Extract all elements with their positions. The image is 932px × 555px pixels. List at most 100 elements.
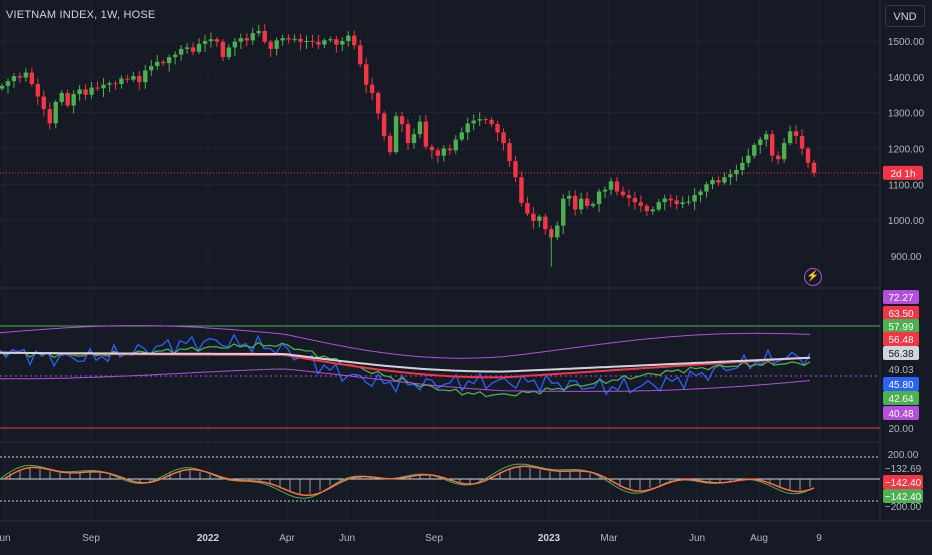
candle-body <box>364 64 369 85</box>
candle-body <box>453 139 458 151</box>
momentum-pane <box>0 456 880 502</box>
candle-body <box>590 204 596 206</box>
oscillator-tick-label: 42.64 <box>888 394 913 405</box>
candle-body <box>268 41 273 49</box>
candle-body <box>531 213 536 221</box>
upper-band-line <box>0 325 811 359</box>
candle-body <box>650 209 655 212</box>
currency-button[interactable]: VND <box>885 5 925 27</box>
oscillator-value-badge <box>883 391 919 405</box>
candle-body <box>411 134 417 144</box>
time-tick-label: 9 <box>816 533 822 544</box>
candle-body <box>47 109 52 124</box>
candle-body <box>811 162 817 173</box>
candle-body <box>0 85 5 89</box>
candle-body <box>322 40 327 45</box>
lightning-icon[interactable]: ⚡ <box>804 268 822 286</box>
candle-body <box>131 76 136 80</box>
time-tick-label: 2022 <box>197 533 220 544</box>
candle-body <box>256 30 261 34</box>
time-tick-label: 2023 <box>538 533 561 544</box>
time-tick-label: Aug <box>750 533 768 544</box>
candle-body <box>662 198 667 203</box>
oscillator-tick-label: 72.27 <box>888 293 913 304</box>
candle-body <box>196 43 202 52</box>
candle-body <box>184 47 190 49</box>
candle-body <box>423 121 429 147</box>
candle-body <box>775 155 781 160</box>
candle-body <box>489 119 494 125</box>
candle-body <box>752 144 757 156</box>
candle-body <box>250 33 255 41</box>
candle-body <box>310 41 315 42</box>
candle-body <box>435 150 441 156</box>
candle-body <box>178 48 184 55</box>
time-tick-label: un <box>0 533 11 544</box>
candle-body <box>596 191 602 205</box>
momentum-value-badge <box>883 489 923 503</box>
candle-body <box>471 120 476 124</box>
countdown-badge <box>883 165 923 180</box>
candle-body <box>83 89 88 95</box>
candle-body <box>728 174 733 178</box>
time-tick-label: Jun <box>339 533 355 544</box>
candle-body <box>805 148 811 163</box>
candle-body <box>23 72 29 78</box>
candle-body <box>507 143 512 162</box>
candle-body <box>692 195 697 202</box>
candle-body <box>220 41 226 58</box>
candle-body <box>143 70 148 83</box>
candle-body <box>638 202 644 206</box>
candle-body <box>244 38 249 41</box>
candle-body <box>399 116 405 125</box>
candle-body <box>137 76 142 83</box>
candle-body <box>608 181 614 190</box>
candle-body <box>226 47 232 58</box>
time-axis[interactable]: un Sep 2022 Apr Jun Sep 2023 Mar Jun Aug 9 <box>0 533 822 544</box>
candle-body <box>393 116 399 153</box>
symbol-title[interactable]: VIETNAM INDEX, 1W, HOSE <box>6 9 156 21</box>
candle-body <box>29 72 35 84</box>
candle-body <box>770 134 775 156</box>
price-tick-label: 900.00 <box>891 252 922 263</box>
candle-body <box>459 132 464 140</box>
candle-body <box>704 184 709 192</box>
price-tick-label: 1200.00 <box>888 145 925 156</box>
candle-body <box>232 41 238 48</box>
candle-body <box>644 205 650 212</box>
candle-body <box>626 195 632 198</box>
momentum-tick-label: −142.40 <box>885 478 922 489</box>
candle-body <box>578 198 584 210</box>
candle-body <box>352 35 357 46</box>
candle-body <box>477 119 482 121</box>
candle-body <box>513 161 518 178</box>
oscillator-tick-label: 56.48 <box>888 335 913 346</box>
candle-body <box>375 92 381 114</box>
oscillator-tick-label: 57.99 <box>888 322 913 333</box>
candle-body <box>734 170 739 175</box>
candle-body <box>716 180 721 183</box>
candle-body <box>190 47 196 52</box>
candle-body <box>429 146 435 151</box>
candle-body <box>799 135 805 149</box>
price-axis[interactable]: 1500.00 1400.00 1300.00 1200.00 1100.00 1000.… <box>888 37 925 263</box>
time-tick-label: Jun <box>689 533 705 544</box>
grid <box>0 0 880 521</box>
candle-body <box>89 87 94 95</box>
baseline-line <box>0 351 811 373</box>
candle-body <box>447 148 452 151</box>
candle-body <box>113 83 118 85</box>
momentum-value-badge <box>883 461 923 475</box>
oscillator-value-badge <box>883 306 919 320</box>
candle-body <box>525 202 530 214</box>
candle-body <box>53 101 58 124</box>
candle-body <box>172 54 178 58</box>
oscillator-tick-label: 49.03 <box>888 365 913 376</box>
candle-body <box>214 39 220 42</box>
candle-body <box>793 131 799 136</box>
candle-body <box>101 84 106 89</box>
candle-body <box>441 148 447 156</box>
